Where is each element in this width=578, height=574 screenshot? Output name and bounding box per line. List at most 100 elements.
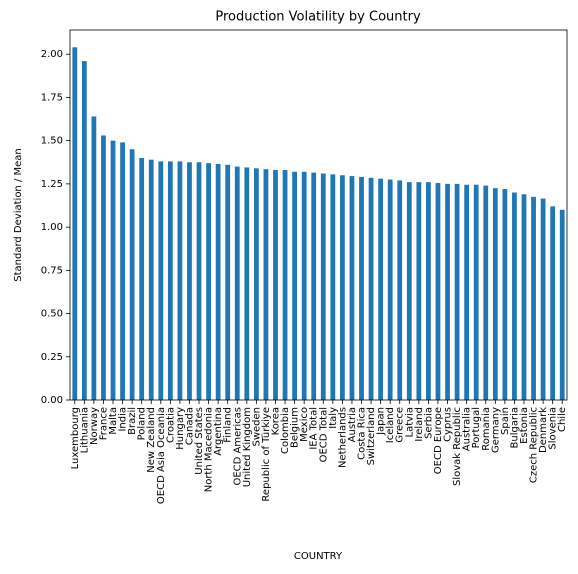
x-tick-label: OECD Americas (232, 407, 243, 486)
x-tick-label: Belgium (290, 407, 301, 448)
bar (187, 162, 192, 400)
x-tick-label: Hungary (175, 407, 186, 450)
bar (397, 180, 403, 400)
bar (282, 170, 288, 400)
bar (81, 61, 87, 401)
x-tick-label: Portugal (471, 407, 482, 448)
x-tick-label: Switzerland (366, 407, 377, 465)
plot-frame (69, 29, 568, 401)
bar (454, 183, 460, 400)
y-tick-label: 1.00 (41, 222, 63, 233)
x-tick-label: Lithuania (79, 407, 90, 453)
bar (426, 182, 431, 400)
bar (559, 209, 565, 400)
bar (512, 192, 517, 400)
bar (550, 206, 556, 400)
x-axis-label: COUNTRY (294, 551, 343, 562)
x-tick-label: Norway (89, 407, 100, 445)
bar (502, 189, 508, 400)
bar (234, 166, 240, 400)
bar (206, 163, 211, 400)
bar (320, 173, 326, 400)
bar (330, 174, 336, 400)
bar (368, 177, 374, 400)
bar (120, 142, 125, 400)
bar (72, 47, 78, 400)
x-tick-label: Costa Rica (357, 407, 368, 460)
bar (225, 164, 231, 400)
bar (521, 194, 527, 400)
x-tick-label: Slovak Republic (452, 407, 463, 486)
x-tick-label: Argentina (213, 407, 224, 456)
x-tick-label: North Macedonia (204, 407, 215, 492)
bar (416, 182, 422, 400)
x-tick-label: Bulgaria (509, 407, 520, 448)
bar (158, 161, 164, 400)
y-tick-label: 0.25 (41, 352, 63, 363)
bar (445, 183, 450, 400)
x-tick-label: Malta (108, 407, 119, 435)
x-tick-label: Austria (347, 407, 358, 442)
x-tick-label: Korea (270, 407, 281, 435)
bar (406, 182, 412, 400)
x-tick-label: Germany (490, 407, 501, 453)
bar (273, 170, 278, 400)
x-tick-label: Ireland (414, 407, 425, 442)
x-tick-label: Greece (395, 407, 406, 443)
x-tick-label: Slovenia (548, 407, 559, 450)
x-tick-label: Italy (328, 407, 339, 429)
x-tick-label: Netherlands (337, 407, 348, 468)
x-tick-label: Luxembourg (70, 407, 81, 469)
bar (492, 188, 498, 400)
x-tick-label: New Zealand (146, 407, 157, 473)
y-axis-label: Standard Deviation / Mean (13, 148, 24, 281)
x-tick-label: OECD Asia Oceania (156, 407, 167, 504)
x-tick-label: Croatia (165, 407, 176, 443)
bar (387, 179, 393, 400)
bar (129, 149, 135, 400)
x-tick-label: Spain (500, 407, 511, 435)
bar (167, 161, 173, 400)
x-tick-label: Finland (223, 407, 234, 443)
x-tick-label: Republic of Türkiye (261, 407, 272, 502)
x-tick-label: Mexico (299, 407, 310, 442)
bar (253, 168, 259, 400)
x-tick-label: Romania (481, 407, 492, 451)
x-tick-label: Chile (557, 407, 568, 432)
x-tick-label: Australia (462, 407, 473, 451)
x-tick-label: India (118, 407, 129, 432)
x-tick-label: Sweden (251, 407, 262, 447)
bar (483, 185, 489, 400)
x-tick-label: IEA Total (309, 407, 320, 450)
chart-title: Production Volatility by Country (215, 10, 421, 25)
x-tick-label: Estonia (519, 407, 530, 444)
y-tick-label: 0.50 (41, 309, 63, 320)
y-tick-label: 2.00 (41, 49, 63, 60)
y-tick-label: 1.50 (41, 136, 63, 147)
bar (148, 159, 154, 400)
y-tick-label: 0.75 (41, 265, 63, 276)
bar (215, 163, 221, 400)
x-tick-label: Denmark (538, 407, 549, 453)
bar (378, 178, 384, 400)
bar (177, 161, 183, 400)
x-tick-label: United States (194, 407, 205, 475)
x-tick-label: France (98, 407, 109, 440)
bar (349, 176, 355, 400)
bar (340, 175, 345, 400)
bar (110, 140, 116, 400)
x-tick-label: Latvia (404, 407, 415, 437)
x-tick-label: Serbia (423, 407, 434, 439)
bar (244, 167, 250, 400)
bar (263, 169, 269, 400)
bar (91, 116, 97, 400)
x-tick-label: Iceland (385, 407, 396, 443)
x-tick-label: Czech Republic (529, 407, 540, 483)
x-tick-label: Cyprus (443, 407, 454, 442)
x-tick-label: Brazil (127, 407, 138, 435)
bar (139, 157, 145, 400)
y-tick-label: 1.25 (41, 179, 63, 190)
x-tick-label: Canada (184, 407, 195, 445)
x-tick-label: Poland (137, 407, 148, 440)
